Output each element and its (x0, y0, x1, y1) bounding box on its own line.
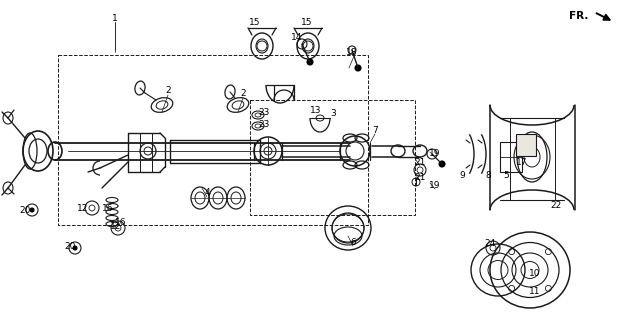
Text: 16: 16 (115, 218, 127, 227)
Text: 17: 17 (516, 157, 528, 166)
Bar (250, 100, 415, 215)
Text: 22: 22 (551, 201, 561, 210)
Text: 19: 19 (429, 180, 441, 189)
Text: 3: 3 (330, 108, 336, 117)
Text: 1: 1 (112, 13, 118, 22)
Text: 20: 20 (64, 242, 76, 251)
Text: 12: 12 (110, 221, 122, 230)
Text: 15: 15 (249, 18, 261, 27)
Bar (516, 134, 536, 156)
Text: 21: 21 (415, 157, 426, 166)
Circle shape (73, 246, 77, 250)
Text: 23: 23 (258, 119, 270, 129)
Bar (58, 55, 368, 225)
Text: 12: 12 (77, 204, 89, 212)
Text: FR.: FR. (569, 11, 588, 21)
Text: 24: 24 (484, 238, 496, 247)
Text: 15: 15 (301, 18, 312, 27)
Text: 13: 13 (310, 106, 322, 115)
Text: 21: 21 (415, 172, 426, 181)
Text: 4: 4 (204, 188, 210, 196)
Circle shape (30, 208, 34, 212)
Text: 8: 8 (485, 171, 491, 180)
Text: 18: 18 (346, 47, 358, 57)
Circle shape (355, 65, 361, 71)
Circle shape (439, 161, 445, 167)
Text: 2: 2 (240, 89, 246, 98)
Text: 19: 19 (429, 148, 441, 157)
Text: 7: 7 (372, 125, 378, 134)
Text: 20: 20 (20, 205, 31, 214)
Text: 10: 10 (529, 269, 541, 278)
Text: 11: 11 (529, 287, 541, 297)
Text: 14: 14 (291, 33, 302, 42)
Text: 5: 5 (503, 171, 509, 180)
Text: 2: 2 (165, 85, 171, 94)
Text: 23: 23 (258, 108, 270, 116)
Text: 16: 16 (102, 204, 114, 212)
Circle shape (307, 59, 313, 65)
Text: 9: 9 (459, 171, 465, 180)
Bar (500, 142, 522, 172)
Text: 6: 6 (350, 237, 356, 246)
